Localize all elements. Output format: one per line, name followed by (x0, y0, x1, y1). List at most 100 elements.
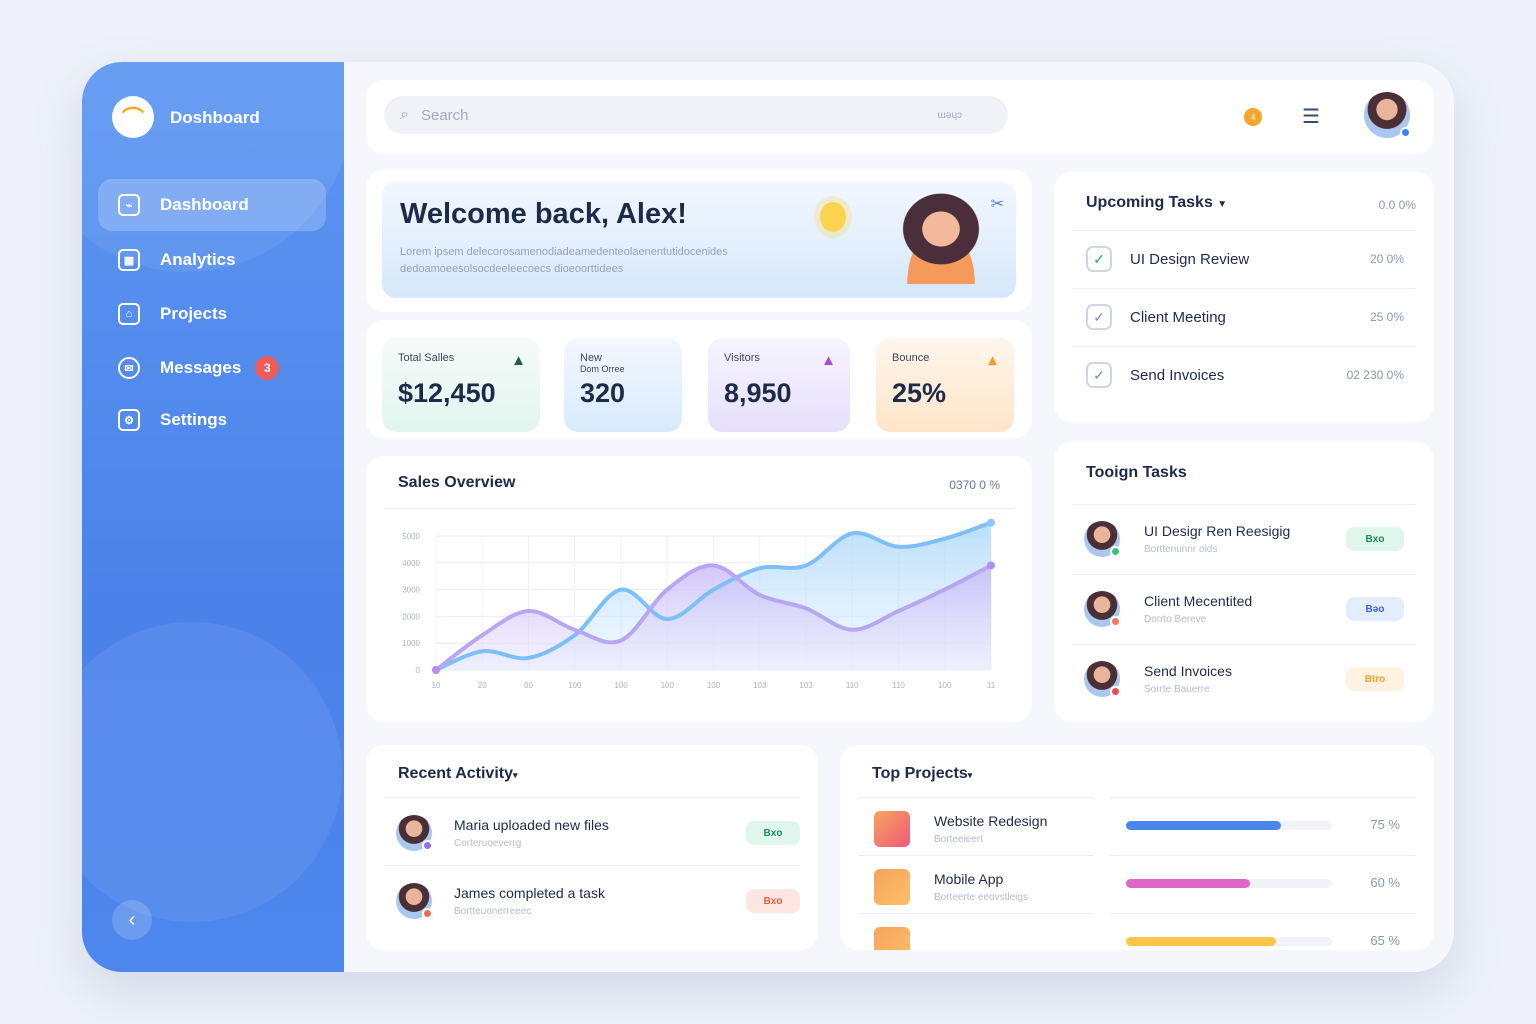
dropdown-icon[interactable]: ▾ (967, 770, 973, 780)
trend-up-icon: ▲ (511, 352, 526, 369)
messages-icon: ✉ (118, 357, 140, 379)
sidebar-item-projects[interactable]: ⌂ Projects (98, 288, 326, 340)
sidebar-item-label: Settings (160, 410, 228, 429)
main-content: ⌕ Search ɯəɥɔ 4 ☰ Welcome back, Alex! Lore… (344, 62, 1454, 972)
dropdown-icon[interactable]: ▼ (1217, 199, 1228, 210)
sidebar-item-settings[interactable]: ⚙ Settings (98, 394, 326, 446)
stat-label: Visitors (724, 352, 760, 364)
project-percent: 60 % (1370, 875, 1400, 890)
stat-card[interactable]: Total Salles $12,450 ▲ (382, 338, 540, 432)
project-progress-bar (1126, 821, 1332, 830)
project-name: Mobile App (934, 871, 1004, 887)
trend-up-icon: ▲ (821, 352, 836, 369)
logo-icon: ⌒ (112, 96, 154, 138)
avatar (1084, 521, 1121, 557)
activity-title-text: Recent Activity (398, 765, 513, 782)
stat-card[interactable]: Visitors 8,950 ▲ (708, 338, 850, 432)
stat-card[interactable]: Bounce 25% ▲ (876, 338, 1014, 432)
checkbox[interactable]: ✓ (1086, 362, 1112, 388)
sidebar-item-dashboard[interactable]: ⌁ Dashboard (98, 179, 326, 231)
stat-card[interactable]: New Dom Orree 320 (564, 338, 682, 432)
search-placeholder: Search (420, 106, 469, 124)
sidebar-item-analytics[interactable]: ▦ Analytics (98, 234, 326, 286)
status-pill[interactable]: Btro (1346, 667, 1404, 691)
task-subtitle: Sorrte Bauerre (1144, 684, 1210, 695)
stat-value: 8,950 (724, 378, 792, 408)
dropdown-icon[interactable]: ▾ (513, 770, 518, 780)
project-progress-bar (1126, 879, 1332, 888)
task-row[interactable]: ✓ Send Invoices 02 230 0% (1072, 358, 1416, 392)
projects-icon: ⌂ (118, 303, 140, 325)
notification-badge[interactable]: 4 (1244, 108, 1262, 126)
y-tick-label: 3000 (402, 586, 420, 595)
task-row[interactable]: ✓ UI Design Review 20 0% (1072, 242, 1416, 276)
task-row[interactable]: ✓ Client Meeting 25 0% (1072, 300, 1416, 334)
avatar (1084, 591, 1121, 627)
task-subtitle: Dorrto Bereve (1144, 614, 1207, 625)
sidebar-item-messages[interactable]: ✉ Messages 3 (98, 342, 326, 394)
project-name: Website Redesign (934, 813, 1048, 829)
person-illustration (882, 184, 1000, 284)
activity-row[interactable]: James completed a task Bortteuonerreeec Bx… (384, 879, 800, 923)
stat-sublabel: Dom Orree (580, 364, 625, 374)
projects-title: Top Projects▾ (872, 765, 972, 783)
team-task-row[interactable]: UI Desigr Ren Reesigig Bortteriunnr olds B… (1072, 514, 1416, 564)
menu-icon[interactable]: ☰ (1302, 106, 1320, 128)
task-name: UI Desigr Ren Reesigig (1144, 523, 1291, 539)
edit-icon[interactable]: ✂ (990, 196, 1004, 213)
x-tick-label: 100 (707, 681, 721, 690)
project-progress-bar (1126, 937, 1332, 946)
project-info[interactable]: Mobile App Borteerte eeovstleigs (934, 871, 1028, 903)
checkbox[interactable]: ✓ (1086, 304, 1112, 330)
team-task-row[interactable]: Client Mecentited Dorrto Bereve Bəo (1072, 584, 1416, 634)
x-tick-label: 100 (614, 681, 628, 690)
x-tick-label: 20 (478, 681, 487, 690)
avatar (396, 815, 433, 851)
stat-value: 320 (580, 378, 626, 408)
project-info[interactable]: Website Redesign Borteeieert (934, 813, 1047, 845)
team-tasks-card: Tooign Tasks UI Desigr Ren Reesigig Bortt… (1054, 442, 1434, 722)
sidebar-item-label: Messages (160, 358, 242, 377)
collapse-sidebar-button[interactable]: ‹ (112, 900, 152, 940)
avatar (396, 883, 433, 919)
sidebar-item-label: Dashboard (160, 195, 249, 214)
stat-label: Bounce (892, 352, 930, 364)
task-percent: 02 230 0% (1346, 368, 1404, 382)
data-point (987, 561, 995, 570)
y-tick-label: 0 (416, 666, 421, 675)
activity-row[interactable]: Maria uploaded new files Corteruoeverrg Bx… (384, 811, 800, 855)
status-pill[interactable]: Bxo (746, 889, 800, 913)
user-avatar[interactable] (1364, 92, 1411, 138)
x-tick-label: 103 (799, 681, 813, 690)
activity-subtitle: Bortteuonerreeec (454, 906, 532, 917)
sidebar: ⌒ Doshboard ⌁ Dashboard ▦ Analytics ⌂ Proje… (82, 62, 352, 972)
team-tasks-title: Tooign Tasks (1086, 464, 1187, 481)
team-task-row[interactable]: Send Invoices Sorrte Bauerre Btro (1072, 654, 1416, 704)
x-tick-label: 100 (661, 681, 675, 690)
project-percent: 65 % (1370, 933, 1400, 948)
chart-title: Sales Overview (398, 474, 516, 491)
x-tick-label: 100 (938, 681, 952, 690)
projects-title-text: Top Projects (872, 765, 968, 782)
y-tick-label: 5000 (402, 532, 420, 541)
upcoming-tasks-card: Upcoming Tasks ▼ 0.0 0% ✓ UI Design Revie… (1054, 172, 1434, 422)
checkbox[interactable]: ✓ (1086, 246, 1112, 272)
sidebar-item-label: Analytics (160, 250, 236, 269)
status-pill[interactable]: Bxo (1346, 527, 1404, 551)
sales-overview-card: Sales Overview 0370 0 % 0 1000 2000 3000 400… (366, 456, 1032, 722)
data-point (432, 666, 440, 674)
status-pill[interactable]: Bəo (1346, 597, 1404, 621)
search-input[interactable]: ⌕ Search ɯəɥɔ (384, 96, 1008, 134)
x-tick-label: 110 (846, 681, 859, 690)
welcome-card: Welcome back, Alex! Lorem ipsem delecoro… (366, 170, 1032, 312)
activity-subtitle: Corteruoeverrg (454, 838, 522, 849)
analytics-icon: ▦ (118, 249, 140, 271)
x-tick-label: 00 (524, 681, 533, 690)
status-pill[interactable]: Bxo (746, 821, 800, 845)
project-icon (874, 869, 910, 905)
y-tick-label: 1000 (402, 639, 420, 648)
series-area (436, 565, 991, 670)
y-tick-label: 4000 (402, 559, 420, 568)
recent-activity-card: Recent Activity▾ Maria uploaded new file… (366, 745, 818, 950)
